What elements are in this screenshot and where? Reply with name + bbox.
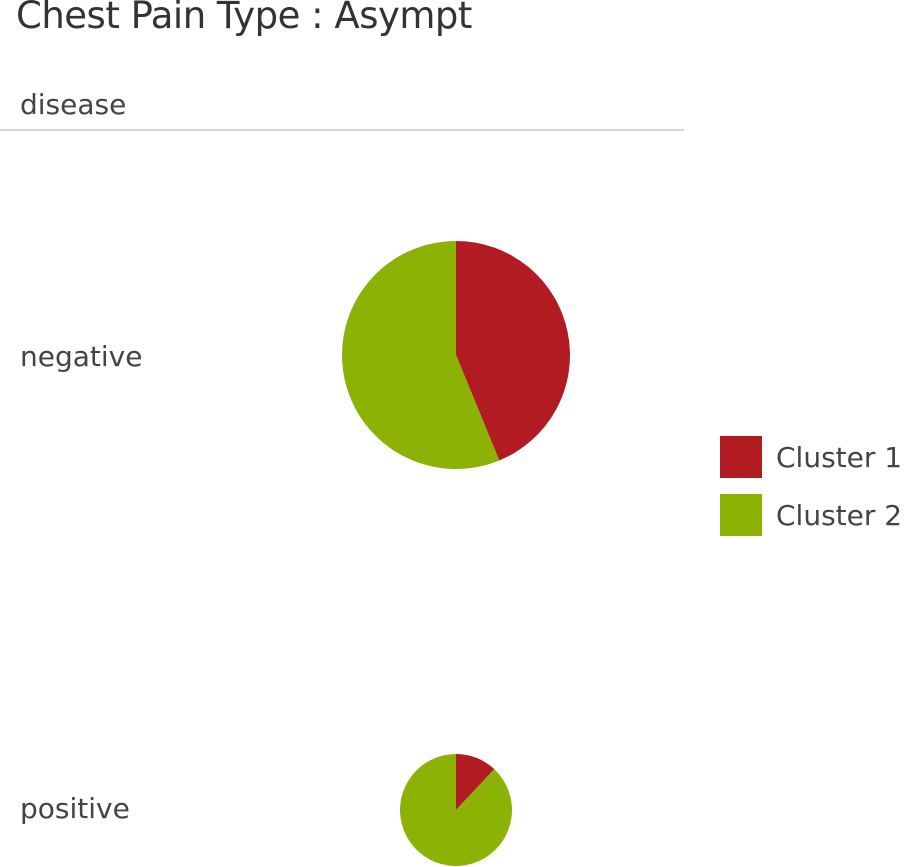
pie-slice-negative-cluster-2[interactable] xyxy=(341,241,500,470)
legend: Cluster 1 Cluster 2 xyxy=(720,436,902,552)
row-dimension-header: disease xyxy=(20,88,127,121)
chart-title: Chest Pain Type : Asympt xyxy=(16,0,472,37)
legend-label-cluster-2: Cluster 2 xyxy=(776,498,903,532)
row-label-positive: positive xyxy=(20,792,130,825)
pie-slice-positive-cluster-2[interactable] xyxy=(399,754,512,866)
row-label-negative: negative xyxy=(20,340,143,373)
legend-item-cluster-1[interactable]: Cluster 1 xyxy=(720,436,902,478)
pie-negative[interactable] xyxy=(341,241,570,470)
header-divider xyxy=(0,129,684,131)
pie-slice-positive-cluster-1[interactable] xyxy=(456,754,495,810)
pie-positive[interactable] xyxy=(399,754,512,866)
legend-swatch-cluster-2 xyxy=(720,494,762,536)
pie-slice-negative-cluster-1[interactable] xyxy=(456,241,570,461)
legend-item-cluster-2[interactable]: Cluster 2 xyxy=(720,494,902,536)
legend-swatch-cluster-1 xyxy=(720,436,762,478)
legend-label-cluster-1: Cluster 1 xyxy=(776,440,903,474)
